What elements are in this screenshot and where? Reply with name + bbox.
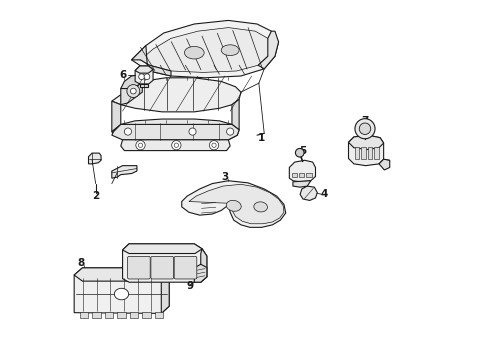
Bar <box>155 312 163 318</box>
Polygon shape <box>135 66 153 73</box>
Polygon shape <box>112 166 137 178</box>
Polygon shape <box>258 31 278 69</box>
Circle shape <box>174 143 178 147</box>
Circle shape <box>226 128 233 135</box>
Circle shape <box>354 119 374 139</box>
Polygon shape <box>135 66 153 84</box>
Circle shape <box>124 128 131 135</box>
Polygon shape <box>378 159 389 170</box>
Polygon shape <box>201 249 206 282</box>
Ellipse shape <box>221 45 239 55</box>
Polygon shape <box>88 153 101 164</box>
Circle shape <box>171 140 181 150</box>
FancyBboxPatch shape <box>151 256 173 279</box>
Circle shape <box>126 85 140 98</box>
Circle shape <box>359 123 370 134</box>
Ellipse shape <box>184 46 203 59</box>
Polygon shape <box>131 45 171 76</box>
FancyBboxPatch shape <box>174 256 196 279</box>
Polygon shape <box>74 268 169 314</box>
Polygon shape <box>188 184 284 224</box>
Polygon shape <box>140 84 148 87</box>
Text: 4: 4 <box>320 189 327 199</box>
Bar <box>361 147 365 159</box>
Bar <box>104 312 113 318</box>
Polygon shape <box>182 181 285 227</box>
Bar <box>92 312 101 318</box>
Polygon shape <box>74 268 169 281</box>
Polygon shape <box>112 119 239 144</box>
Text: 5: 5 <box>299 145 306 156</box>
Polygon shape <box>140 28 271 72</box>
Bar <box>298 173 304 177</box>
Polygon shape <box>348 135 383 149</box>
Polygon shape <box>122 244 202 253</box>
Polygon shape <box>112 125 239 140</box>
Polygon shape <box>292 181 310 187</box>
FancyBboxPatch shape <box>127 256 150 279</box>
Bar <box>117 312 125 318</box>
Polygon shape <box>300 186 317 201</box>
Bar <box>80 312 88 318</box>
Bar <box>367 147 371 159</box>
Circle shape <box>130 88 136 94</box>
Ellipse shape <box>253 202 267 212</box>
Circle shape <box>136 140 145 150</box>
Circle shape <box>144 74 149 80</box>
Polygon shape <box>289 160 315 182</box>
Bar <box>354 147 359 159</box>
Circle shape <box>188 128 196 135</box>
Polygon shape <box>121 74 144 89</box>
Bar <box>129 312 138 318</box>
Text: 8: 8 <box>78 258 85 268</box>
Ellipse shape <box>114 288 128 300</box>
Polygon shape <box>121 76 142 105</box>
Circle shape <box>139 74 144 80</box>
Text: 2: 2 <box>92 191 99 201</box>
Bar <box>373 147 378 159</box>
Circle shape <box>295 148 304 157</box>
Circle shape <box>211 143 216 147</box>
Polygon shape <box>122 244 206 282</box>
Text: 3: 3 <box>221 172 228 182</box>
Polygon shape <box>348 135 383 166</box>
Circle shape <box>138 143 142 147</box>
Text: 7: 7 <box>361 116 368 126</box>
Polygon shape <box>112 78 241 112</box>
Polygon shape <box>112 101 121 132</box>
Text: 6: 6 <box>120 70 127 80</box>
Bar <box>305 173 311 177</box>
Polygon shape <box>161 275 169 314</box>
Polygon shape <box>194 264 206 282</box>
Bar <box>291 173 297 177</box>
Text: 1: 1 <box>257 133 264 143</box>
Polygon shape <box>131 21 278 78</box>
Circle shape <box>209 140 218 150</box>
Bar <box>142 312 151 318</box>
Polygon shape <box>121 140 230 150</box>
Text: 9: 9 <box>186 281 193 291</box>
Polygon shape <box>231 99 239 130</box>
Ellipse shape <box>226 201 241 211</box>
